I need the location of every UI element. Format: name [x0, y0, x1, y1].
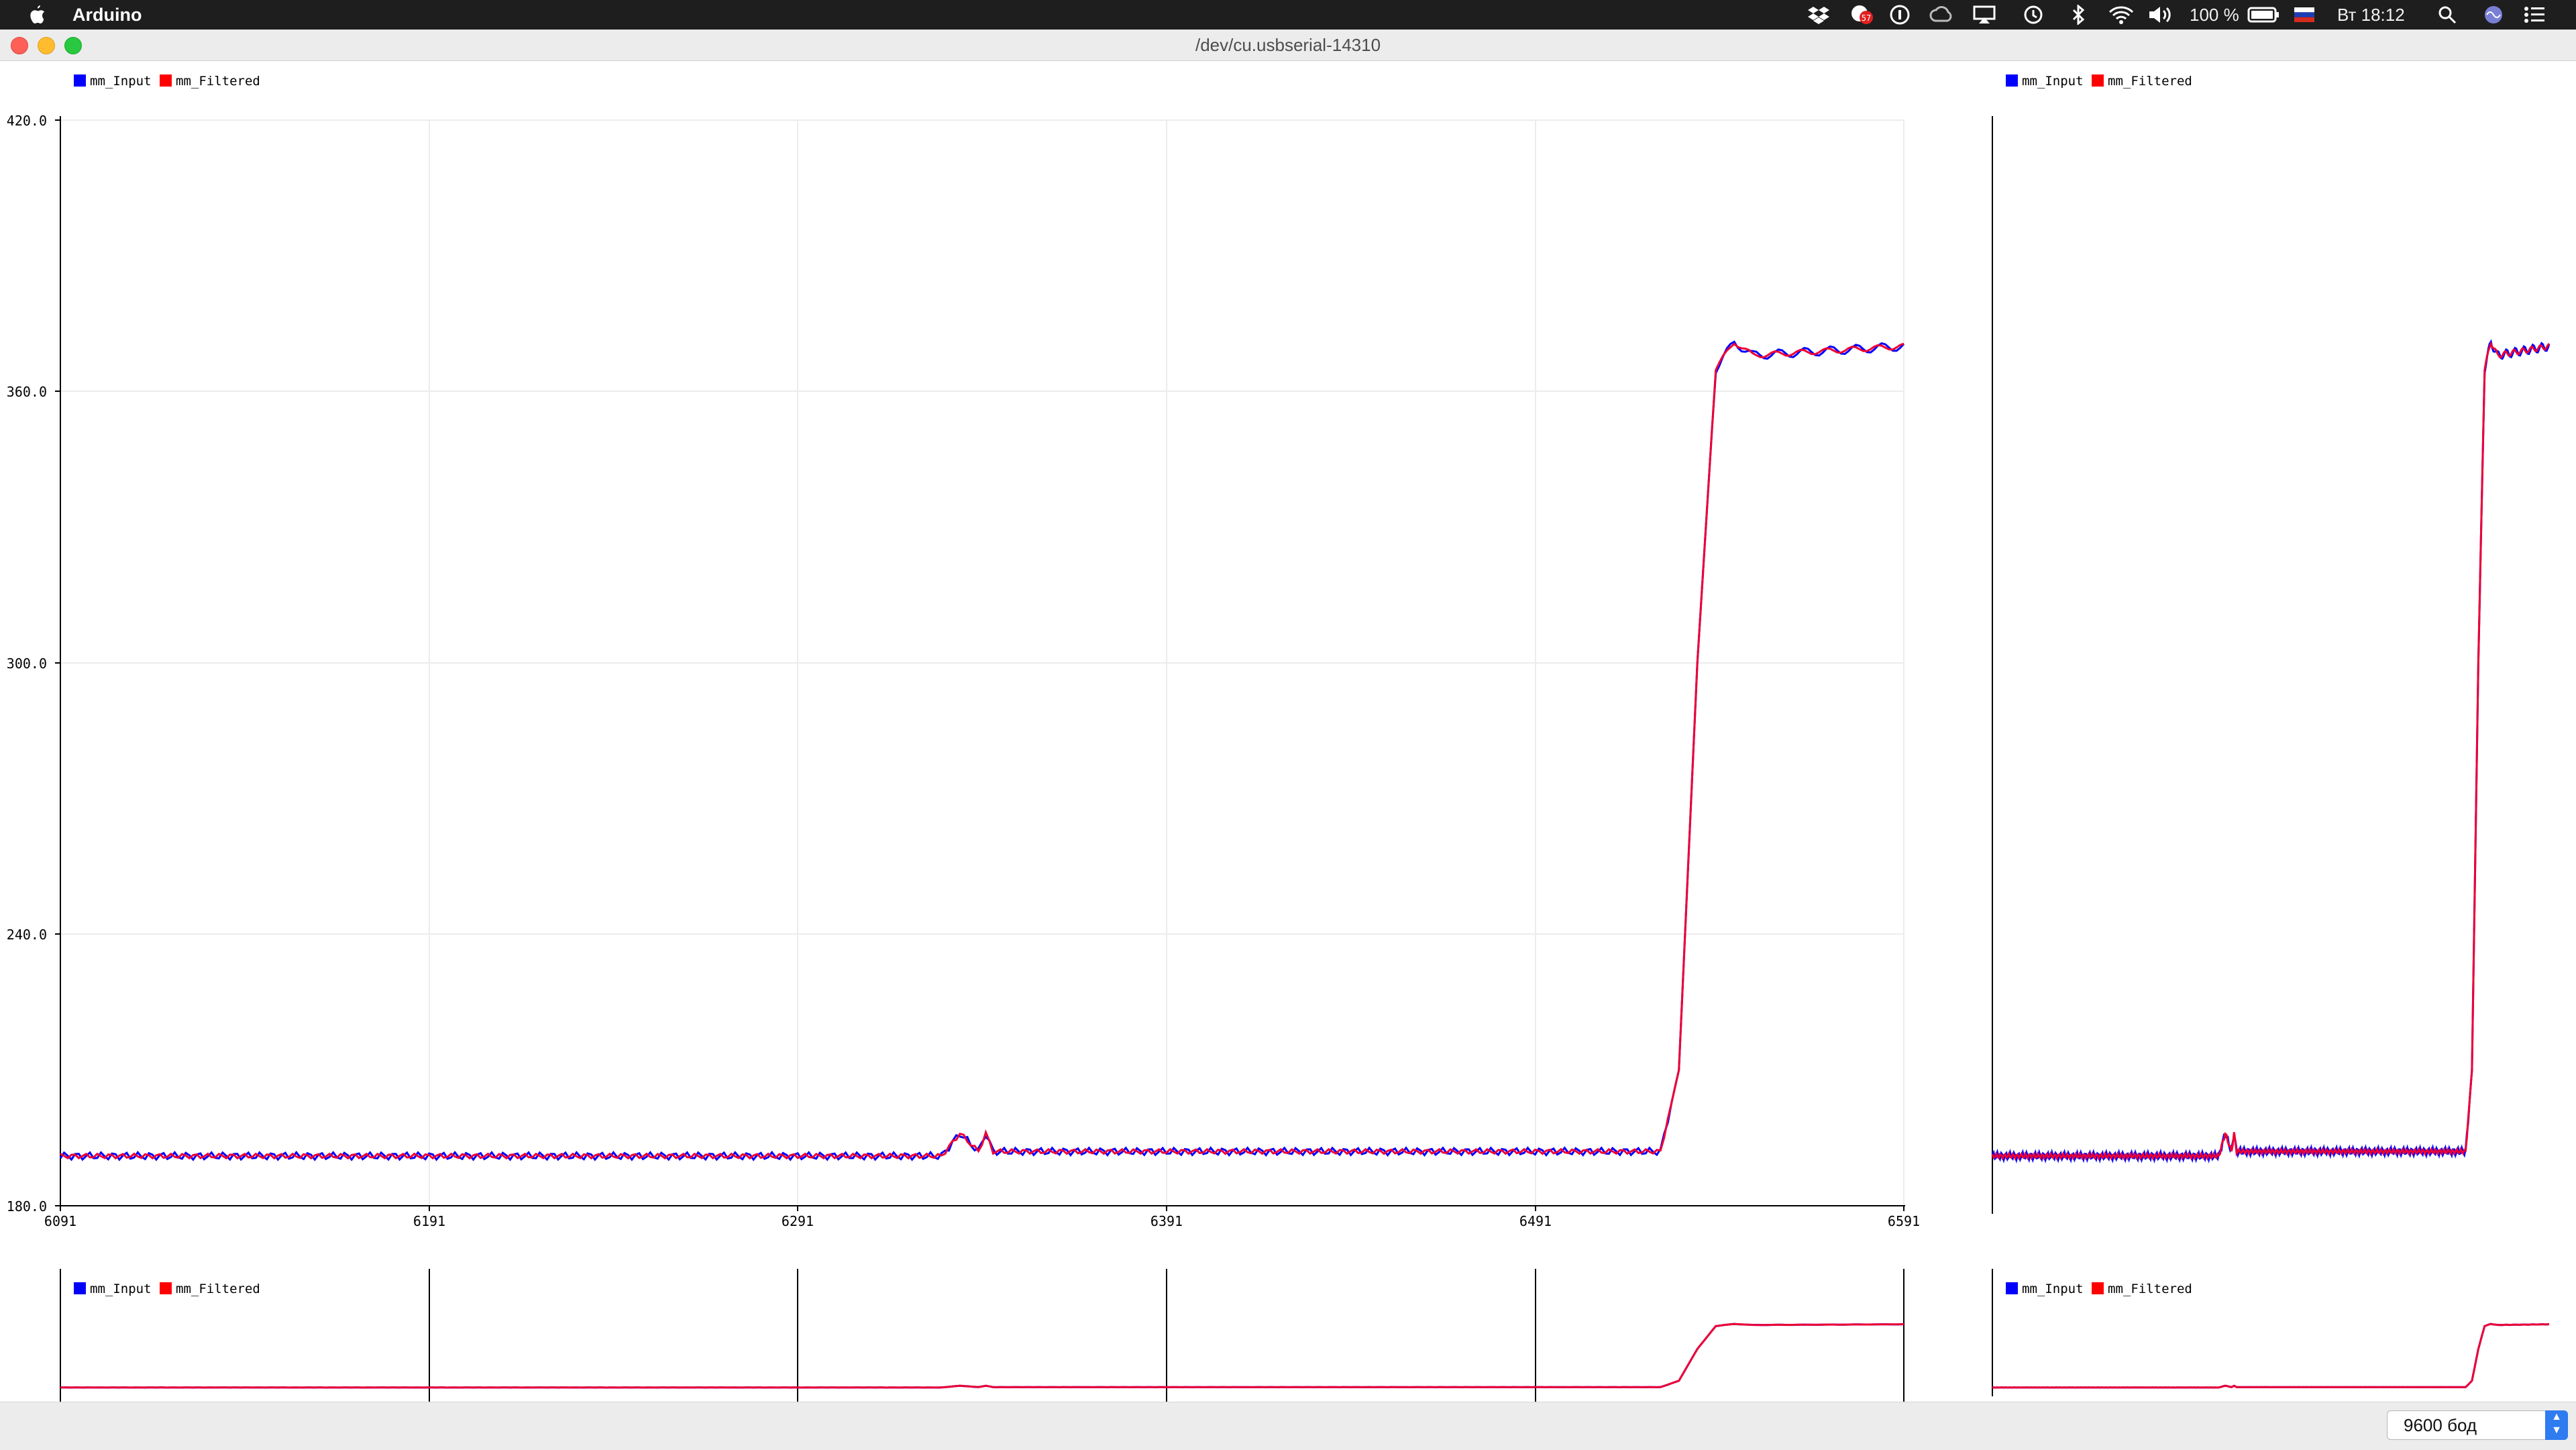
- close-window-button[interactable]: [11, 37, 28, 54]
- bottom-plot-panel: mm_Input mm_Filtered: [60, 1269, 1904, 1402]
- y-tick-label: 420.0: [7, 113, 47, 129]
- baud-rate-select[interactable]: 9600 бод ▲ ▼: [2387, 1410, 2568, 1440]
- serial-plotter-area: 420.0 360.0 300.0 240.0 180.0 6091 6191 …: [0, 61, 2576, 1402]
- baud-rate-value: 9600 бод: [2404, 1415, 2477, 1435]
- x-tick-label: 6191: [413, 1213, 445, 1229]
- legend-swatch-filtered: [2092, 1282, 2104, 1294]
- legend-label-filtered: mm_Filtered: [2108, 1282, 2192, 1296]
- plotter-bottom-bar: 9600 бод ▲ ▼: [0, 1402, 2576, 1450]
- x-tick-label: 6291: [782, 1213, 814, 1229]
- x-tick-label: 6091: [44, 1213, 76, 1229]
- y-tick-label: 240.0: [7, 927, 47, 943]
- onepassword-icon[interactable]: [1889, 5, 1911, 25]
- bluetooth-icon[interactable]: [2069, 5, 2088, 25]
- dropbox-icon[interactable]: [1807, 5, 1831, 24]
- airplay-icon[interactable]: [1972, 5, 1996, 24]
- y-tick-label: 360.0: [7, 384, 47, 400]
- main-plot-grid: [60, 119, 1904, 1206]
- window-title: /dev/cu.usbserial-14310: [1195, 35, 1381, 55]
- legend-label-input: mm_Input: [2022, 74, 2084, 89]
- legend-label-input: mm_Input: [90, 74, 152, 89]
- legend-swatch-input: [2006, 1282, 2018, 1294]
- legend-swatch-input: [2006, 74, 2018, 87]
- minimize-window-button[interactable]: [38, 37, 55, 54]
- legend-label-filtered: mm_Filtered: [176, 74, 260, 89]
- apple-icon[interactable]: [27, 4, 47, 25]
- x-tick-label: 6491: [1519, 1213, 1552, 1229]
- series-line-mm-filtered: [1992, 1323, 2550, 1389]
- series-line-mm-filtered: [1991, 341, 2551, 1161]
- main-plot-panel: 420.0 360.0 300.0 240.0 180.0 6091 6191 …: [7, 74, 1920, 1229]
- series-line-mm-input: [60, 1323, 1904, 1389]
- search-icon[interactable]: [2436, 5, 2458, 24]
- menu-clock[interactable]: Вт 18:12: [2337, 5, 2405, 25]
- serial-plotter-canvas: 420.0 360.0 300.0 240.0 180.0 6091 6191 …: [7, 74, 2551, 1402]
- notification-center-icon[interactable]: [2522, 5, 2546, 24]
- wifi-icon[interactable]: [2108, 5, 2135, 24]
- battery-percentage: 100 %: [2190, 5, 2239, 25]
- y-tick-label: 180.0: [7, 1198, 47, 1214]
- time-machine-icon[interactable]: [2022, 5, 2045, 24]
- legend-label-filtered: mm_Filtered: [176, 1282, 260, 1296]
- battery-icon[interactable]: [2247, 5, 2279, 24]
- legend-label-filtered: mm_Filtered: [2108, 74, 2192, 89]
- legend-label-input: mm_Input: [90, 1282, 152, 1296]
- y-tick-label: 300.0: [7, 656, 47, 672]
- side-plot-panel: mm_Input mm_Filtered: [1991, 74, 2551, 1214]
- legend-swatch-filtered: [2092, 74, 2104, 87]
- chevron-up-down-icon[interactable]: ▲ ▼: [2545, 1410, 2568, 1440]
- russian-flag-icon[interactable]: [2293, 5, 2316, 24]
- series-line-mm-input: [1992, 1323, 2550, 1389]
- x-tick-label: 6391: [1150, 1213, 1183, 1229]
- creative-cloud-icon[interactable]: [1929, 5, 1953, 24]
- menu-bar: Arduino 57 100 % Вт 18:12: [0, 0, 2576, 30]
- legend-swatch-input: [74, 1282, 86, 1294]
- svg-text:57: 57: [1862, 13, 1871, 23]
- series-line-mm-input: [1991, 339, 2551, 1164]
- siri-icon[interactable]: [2482, 5, 2505, 24]
- notification-badge-icon[interactable]: 57: [1849, 5, 1876, 24]
- zoom-window-button[interactable]: [64, 37, 82, 54]
- legend-swatch-filtered: [160, 74, 172, 87]
- series-line-mm-filtered: [60, 1323, 1904, 1389]
- series-line-mm-filtered: [60, 342, 1904, 1160]
- series-line-mm-input: [59, 340, 1905, 1161]
- legend-swatch-input: [74, 74, 86, 87]
- volume-icon[interactable]: [2148, 5, 2172, 24]
- bottom-side-plot-panel: mm_Input mm_Filtered: [1992, 1269, 2550, 1396]
- x-tick-label: 6591: [1888, 1213, 1920, 1229]
- window-title-bar: /dev/cu.usbserial-14310: [0, 30, 2576, 61]
- app-menu-name[interactable]: Arduino: [72, 5, 142, 25]
- legend-swatch-filtered: [160, 1282, 172, 1294]
- legend-label-input: mm_Input: [2022, 1282, 2084, 1296]
